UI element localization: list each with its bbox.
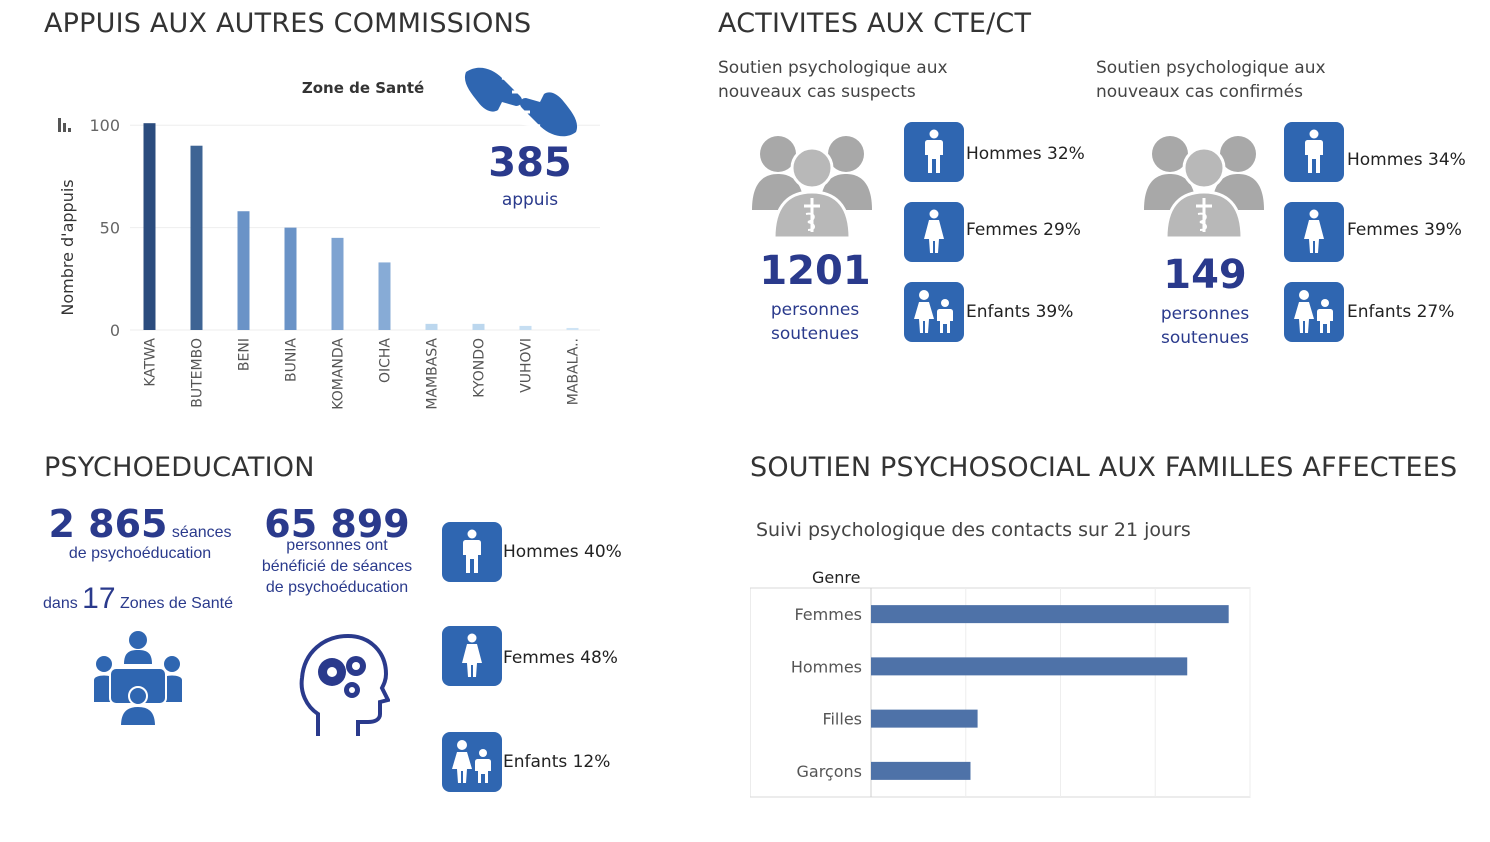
man-icon bbox=[904, 122, 964, 182]
bar bbox=[425, 323, 438, 330]
bar bbox=[871, 709, 978, 728]
bar bbox=[190, 145, 203, 330]
man-icon bbox=[1284, 122, 1344, 182]
head-gears-icon bbox=[298, 632, 391, 744]
bar bbox=[472, 323, 485, 330]
bar bbox=[284, 227, 297, 330]
bar bbox=[237, 211, 250, 330]
woman-icon bbox=[1284, 202, 1344, 262]
x-tick-label: MAMBASA bbox=[425, 338, 441, 410]
bar bbox=[871, 761, 971, 780]
y-tick-label: 50 bbox=[100, 219, 120, 238]
y-tick-label: Filles bbox=[822, 710, 862, 729]
confirmes-caption: personnes soutenues bbox=[1130, 302, 1280, 350]
suspects-caption-line2: soutenues bbox=[770, 324, 860, 344]
persons-line2: bénéficié de séances bbox=[261, 558, 413, 575]
x-tick-label: KOMANDA bbox=[331, 338, 347, 410]
confirmes-caption-line1: personnes bbox=[1160, 304, 1250, 324]
x-tick-label: KYONDO bbox=[472, 338, 488, 398]
confirmes-caption-line2: soutenues bbox=[1160, 328, 1250, 348]
y-tick-label: 100 bbox=[89, 116, 120, 135]
persons-line3: de psychoéducation bbox=[265, 579, 409, 596]
seances-word: séances bbox=[171, 524, 232, 541]
zones-suffix: Zones de Santé bbox=[120, 595, 233, 612]
appuis-total-label: appuis bbox=[501, 190, 559, 210]
y-tick-label: Femmes bbox=[794, 605, 862, 624]
x-tick-label: KATWA bbox=[143, 338, 159, 387]
x-tick-label: MABALA.. bbox=[566, 338, 582, 405]
x-tick-label: OICHA bbox=[378, 338, 394, 383]
bar bbox=[378, 262, 391, 330]
sort-icon bbox=[58, 118, 71, 132]
suspects-children-label: Enfants 39% bbox=[966, 302, 1074, 322]
psycho-men-label: Hommes 40% bbox=[503, 542, 622, 562]
seances-number: 2 865 bbox=[48, 502, 168, 546]
suspects-total: 1201 bbox=[759, 248, 871, 294]
appuis-bar-chart: Zone de Santé 0 50 100 Nombre d'appuis KATWA B… bbox=[58, 79, 600, 410]
confirmes-women-label: Femmes 39% bbox=[1347, 220, 1462, 240]
appuis-section-title: APPUIS AUX AUTRES COMMISSIONS bbox=[44, 8, 532, 39]
x-tick-label: VUHOVI bbox=[519, 338, 535, 393]
suspects-subtitle: Soutien psychologique aux nouveaux cas s… bbox=[718, 56, 948, 104]
children-icon bbox=[1284, 282, 1344, 342]
bar bbox=[566, 327, 579, 330]
psycho-children-label: Enfants 12% bbox=[503, 752, 611, 772]
confirmes-total: 149 bbox=[1163, 252, 1247, 298]
suspects-caption-line1: personnes bbox=[770, 300, 860, 320]
woman-icon bbox=[442, 626, 502, 686]
confirmes-children-label: Enfants 27% bbox=[1347, 302, 1455, 322]
psycho-section-title: PSYCHOEDUCATION bbox=[44, 452, 315, 483]
man-icon bbox=[442, 522, 502, 582]
seances-line2: de psychoéducation bbox=[68, 545, 212, 562]
y-tick-label: 0 bbox=[110, 321, 120, 340]
bar bbox=[331, 237, 344, 330]
persons-number: 65 899 bbox=[264, 502, 410, 546]
woman-icon bbox=[904, 202, 964, 262]
x-tick-label: BENI bbox=[237, 338, 253, 371]
suspects-subtitle-line1: Soutien psychologique aux bbox=[718, 58, 948, 78]
bar bbox=[519, 325, 532, 330]
y-tick-label: Hommes bbox=[791, 657, 862, 676]
zones-prefix: dans bbox=[43, 595, 78, 612]
seances-block: 2 865 séances de psychoéducation bbox=[40, 505, 240, 564]
confirmes-subtitle-line2: nouveaux cas confirmés bbox=[1096, 82, 1303, 102]
confirmes-subtitle: Soutien psychologique aux nouveaux cas c… bbox=[1096, 56, 1326, 104]
y-axis-label: Nombre d'appuis bbox=[58, 179, 77, 315]
zones-line: dans 17 Zones de Santé bbox=[36, 584, 240, 614]
y-axis-label: Genre bbox=[812, 568, 860, 587]
familles-section-title: SOUTIEN PSYCHOSOCIAL AUX FAMILLES AFFECT… bbox=[750, 452, 1458, 483]
bar bbox=[871, 605, 1229, 624]
meeting-icon bbox=[92, 630, 184, 732]
x-tick-label: BUTEMBO bbox=[190, 338, 206, 408]
suspects-caption: personnes soutenues bbox=[740, 298, 890, 346]
suspects-subtitle-line2: nouveaux cas suspects bbox=[718, 82, 916, 102]
persons-line1: personnes ont bbox=[286, 537, 388, 554]
familles-subtitle: Suivi psychologique des contacts sur 21 … bbox=[756, 519, 1191, 541]
health-workers-group-icon bbox=[1142, 132, 1266, 244]
children-icon bbox=[442, 732, 502, 792]
confirmes-subtitle-line1: Soutien psychologique aux bbox=[1096, 58, 1326, 78]
persons-block: 65 899 personnes ont bénéficié de séance… bbox=[252, 502, 422, 598]
appuis-total: 385 bbox=[488, 140, 572, 186]
psycho-women-label: Femmes 48% bbox=[503, 648, 618, 668]
suspects-men-label: Hommes 32% bbox=[966, 144, 1085, 164]
y-tick-label: Garçons bbox=[797, 762, 863, 781]
cte-section-title: ACTIVITES AUX CTE/CT bbox=[718, 8, 1032, 39]
children-icon bbox=[904, 282, 964, 342]
bar bbox=[143, 123, 156, 330]
health-workers-group-icon bbox=[750, 132, 874, 244]
suspects-women-label: Femmes 29% bbox=[966, 220, 1081, 240]
x-tick-label: BUNIA bbox=[284, 338, 300, 382]
zones-number: 17 bbox=[82, 582, 116, 615]
legend-title: Zone de Santé bbox=[302, 79, 424, 97]
helping-hands-icon bbox=[458, 62, 584, 144]
familles-bar-chart: Genre Femmes Hommes Filles Garçons bbox=[750, 568, 1251, 798]
confirmes-men-label: Hommes 34% bbox=[1347, 150, 1466, 170]
bar bbox=[871, 657, 1188, 676]
